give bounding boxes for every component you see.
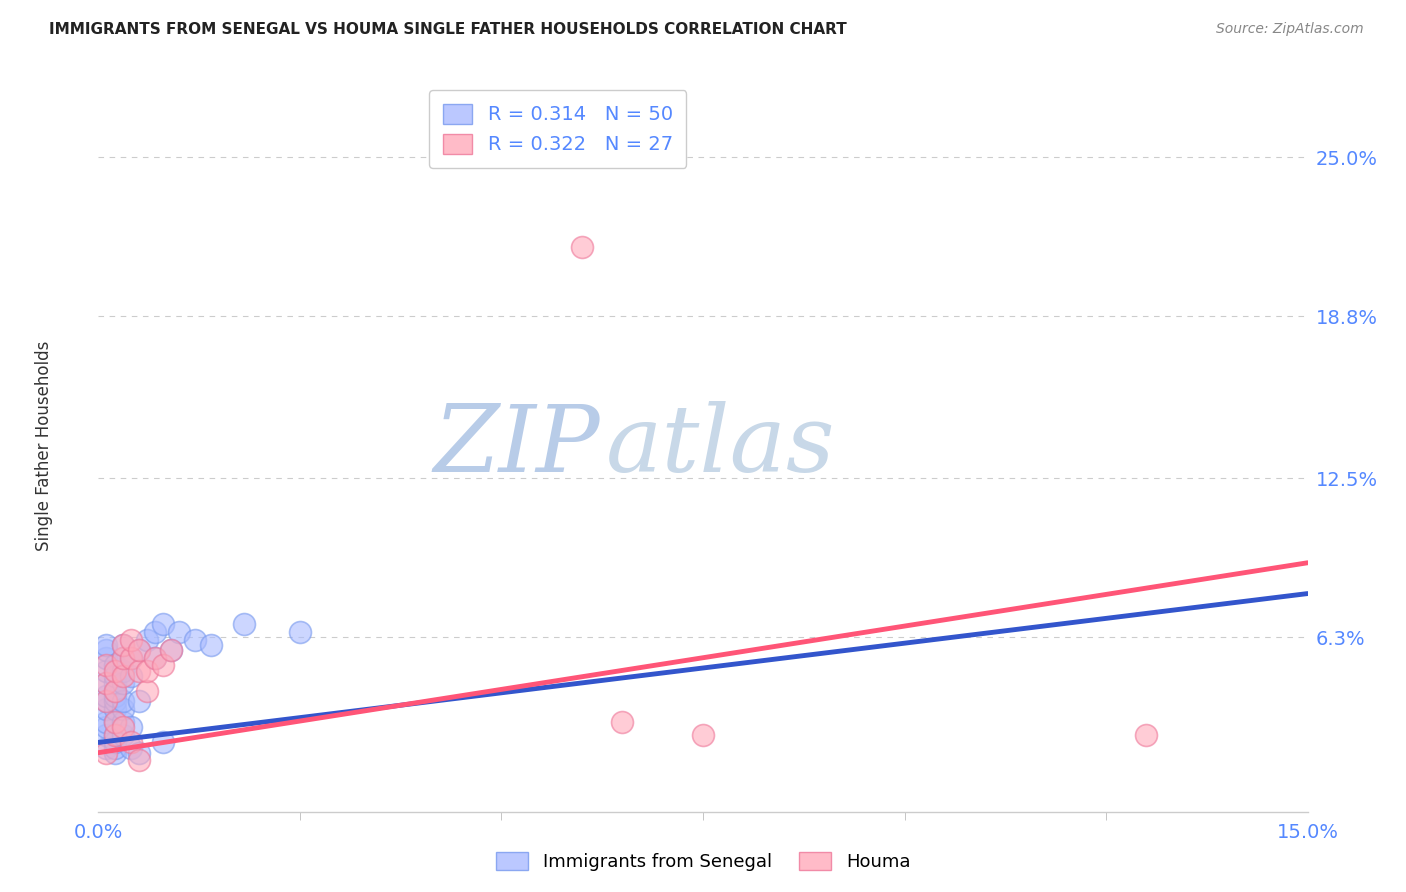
Point <box>120 669 142 683</box>
Point <box>571 240 593 254</box>
Point <box>128 694 150 708</box>
Point <box>160 643 183 657</box>
Point <box>103 740 125 755</box>
Point <box>152 735 174 749</box>
Point <box>152 658 174 673</box>
Point <box>128 643 150 657</box>
Text: ZIP: ZIP <box>433 401 600 491</box>
Point <box>111 728 134 742</box>
Point <box>96 638 118 652</box>
Point <box>120 650 142 665</box>
Point <box>96 676 118 690</box>
Point <box>96 664 118 678</box>
Point <box>135 632 157 647</box>
Point <box>103 714 125 729</box>
Point <box>103 702 125 716</box>
Text: Source: ZipAtlas.com: Source: ZipAtlas.com <box>1216 22 1364 37</box>
Point <box>143 650 166 665</box>
Point <box>103 664 125 678</box>
Point <box>111 714 134 729</box>
Point <box>96 740 118 755</box>
Point <box>135 664 157 678</box>
Point <box>128 753 150 767</box>
Point <box>96 643 118 657</box>
Point <box>96 694 118 708</box>
Point <box>103 676 125 690</box>
Point <box>103 728 125 742</box>
Point <box>135 684 157 698</box>
Point <box>111 702 134 716</box>
Point <box>288 625 311 640</box>
Point <box>128 746 150 760</box>
Point <box>103 684 125 698</box>
Point <box>184 632 207 647</box>
Point <box>167 625 190 640</box>
Point <box>232 617 254 632</box>
Point <box>120 632 142 647</box>
Point <box>120 740 142 755</box>
Point <box>111 650 134 665</box>
Point <box>143 650 166 665</box>
Text: Single Father Households: Single Father Households <box>35 341 53 551</box>
Point <box>111 638 134 652</box>
Point <box>1135 728 1157 742</box>
Point <box>111 694 134 708</box>
Point <box>103 735 125 749</box>
Point <box>96 658 118 673</box>
Point <box>128 664 150 678</box>
Point <box>103 684 125 698</box>
Point <box>612 714 634 729</box>
Text: atlas: atlas <box>606 401 835 491</box>
Point <box>103 669 125 683</box>
Point <box>152 617 174 632</box>
Point <box>143 625 166 640</box>
Point <box>96 650 118 665</box>
Point <box>103 694 125 708</box>
Point <box>128 643 150 657</box>
Point <box>111 720 134 734</box>
Point <box>111 669 134 683</box>
Point <box>96 728 118 742</box>
Point <box>96 720 118 734</box>
Text: IMMIGRANTS FROM SENEGAL VS HOUMA SINGLE FATHER HOUSEHOLDS CORRELATION CHART: IMMIGRANTS FROM SENEGAL VS HOUMA SINGLE … <box>49 22 846 37</box>
Point <box>96 694 118 708</box>
Point <box>103 690 125 704</box>
Point <box>103 658 125 673</box>
Point <box>96 690 118 704</box>
Point <box>692 728 714 742</box>
Point <box>120 735 142 749</box>
Point <box>120 650 142 665</box>
Point <box>160 643 183 657</box>
Legend: Immigrants from Senegal, Houma: Immigrants from Senegal, Houma <box>488 845 918 879</box>
Point <box>96 746 118 760</box>
Point <box>96 714 118 729</box>
Point <box>96 702 118 716</box>
Point <box>96 676 118 690</box>
Point <box>103 714 125 729</box>
Legend: R = 0.314   N = 50, R = 0.322   N = 27: R = 0.314 N = 50, R = 0.322 N = 27 <box>429 90 686 168</box>
Point <box>111 650 134 665</box>
Point <box>103 728 125 742</box>
Point <box>111 664 134 678</box>
Point <box>111 676 134 690</box>
Point <box>120 720 142 734</box>
Point <box>200 638 222 652</box>
Point <box>103 746 125 760</box>
Point <box>111 638 134 652</box>
